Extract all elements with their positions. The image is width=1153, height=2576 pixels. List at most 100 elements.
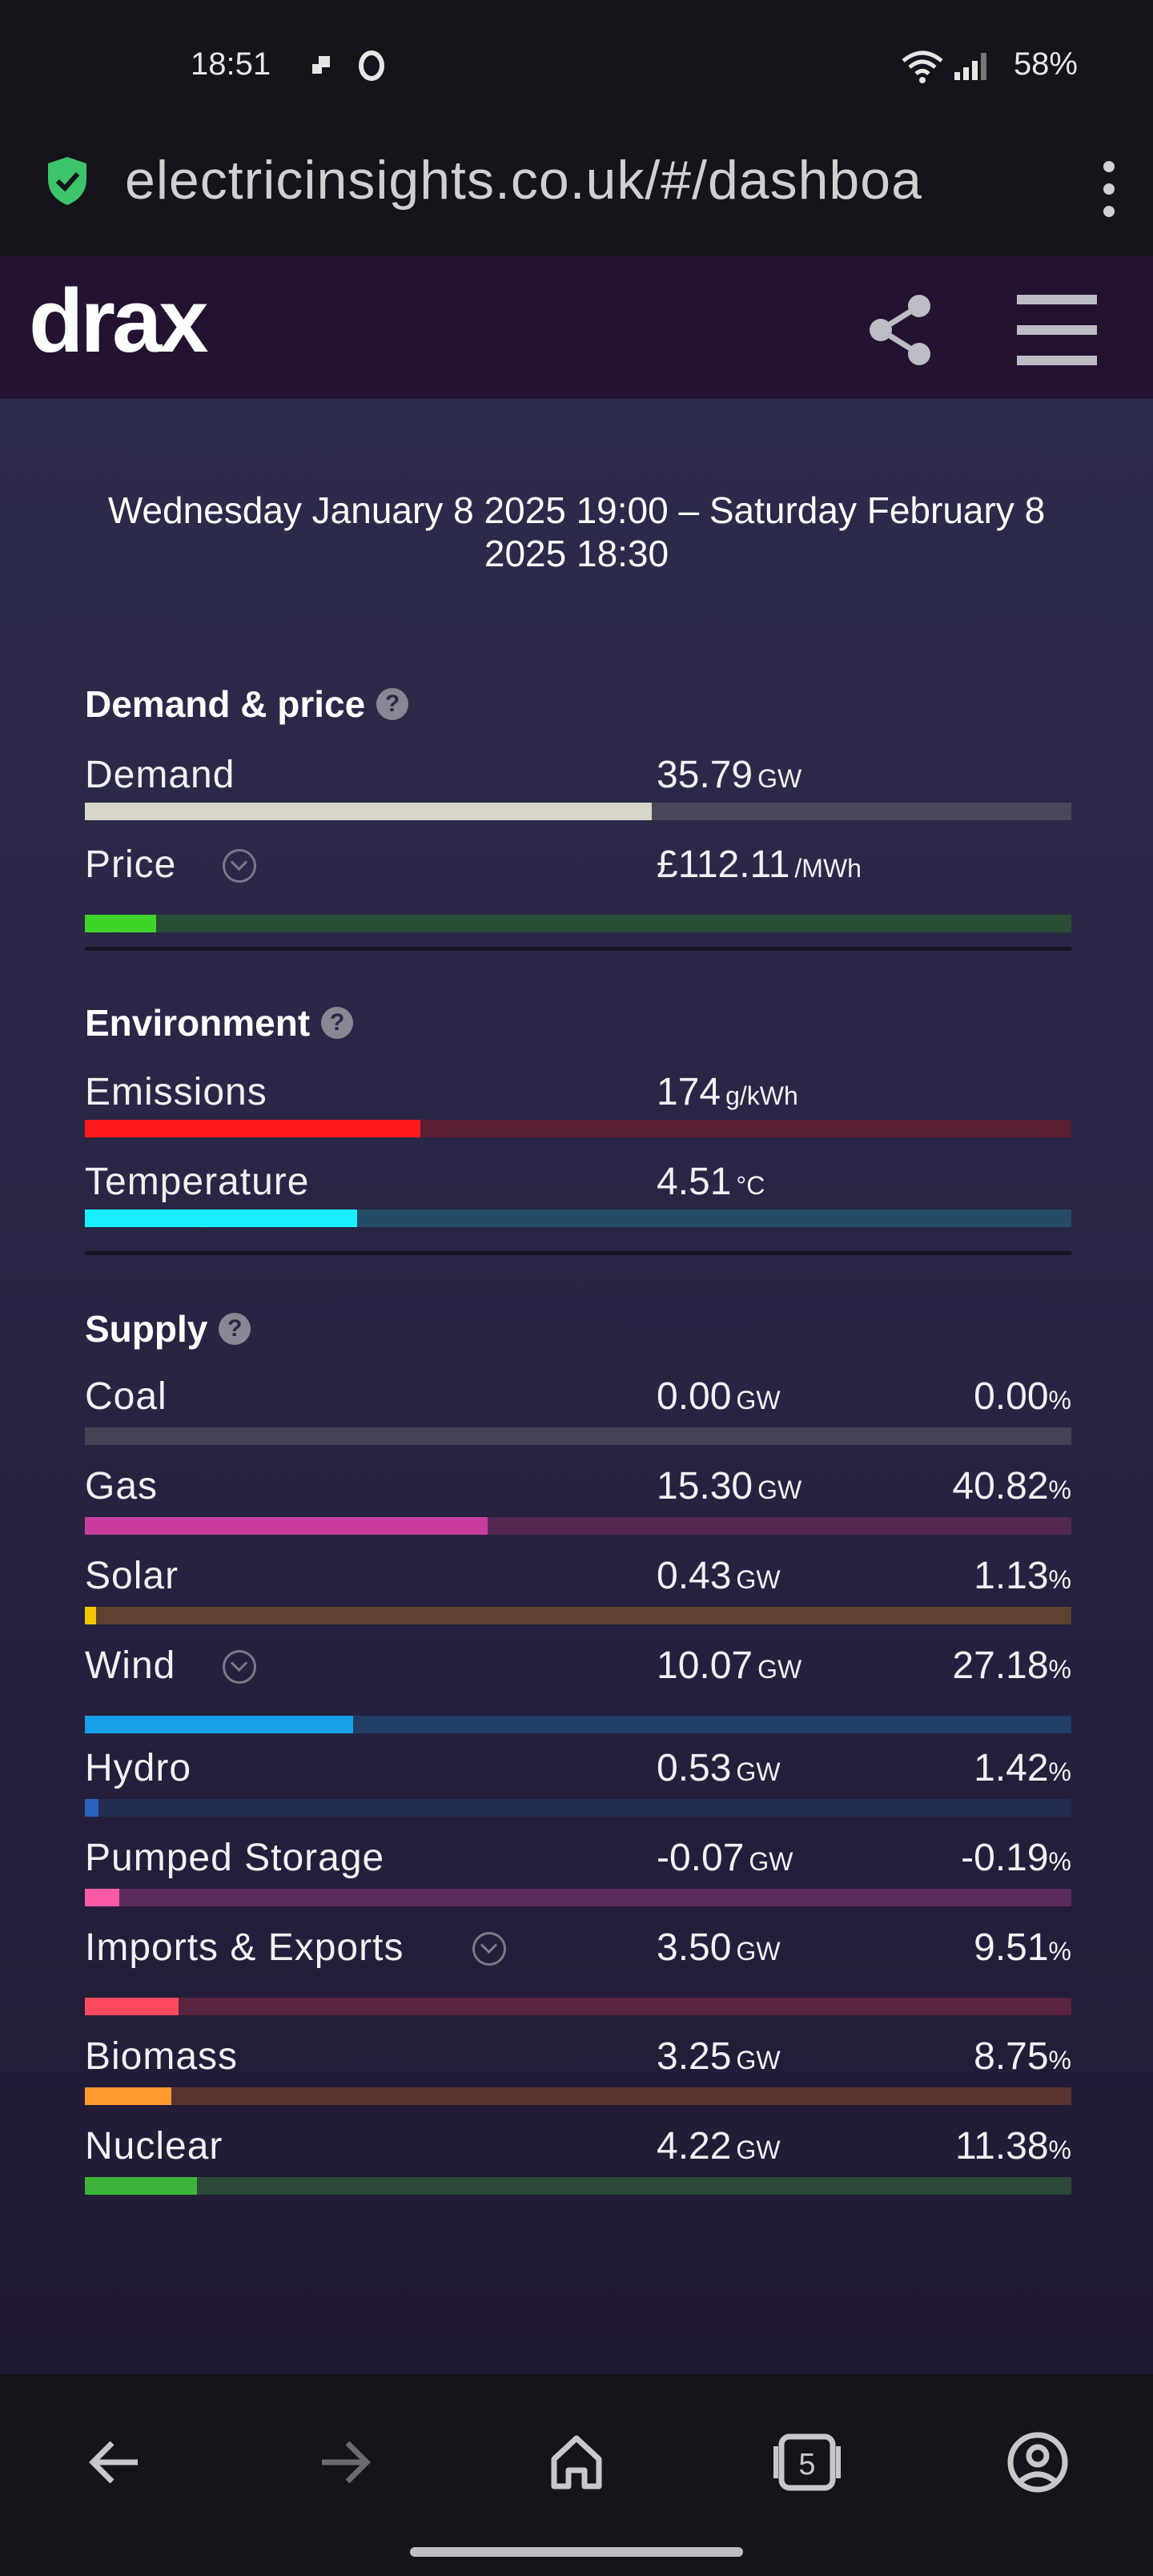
metric-label: Solar [85,1555,179,1597]
metric-label: Wind [85,1644,176,1687]
chevron-down-icon[interactable] [472,1932,506,1966]
chevron-down-icon[interactable] [223,849,256,883]
metric-value: 35.79 GW [657,753,801,797]
percent-unit: % [1048,1847,1071,1876]
metric-number: 0.53 [657,1747,732,1789]
level-bar-track [85,915,1071,932]
level-bar-track [85,1716,1071,1733]
metric-row-temperature: Temperature 4.51 °C [85,1160,1071,1248]
metric-value: 174 g/kWh [657,1070,798,1114]
home-icon[interactable] [536,2422,617,2502]
metric-label: Biomass [85,2035,239,2078]
chevron-down-icon[interactable] [223,1650,256,1684]
section-title-text: Supply [85,1308,208,1350]
percent-number: -0.19 [961,1837,1049,1879]
level-bar-track [85,1889,1071,1906]
metric-number: 174 [657,1071,721,1113]
section-title-supply: Supply? [85,1307,251,1350]
metric-percent: -0.19% [961,1836,1071,1880]
help-icon[interactable]: ? [321,1006,354,1039]
metric-row-solar: Solar 0.43 GW 1.13% [85,1554,1071,1642]
metric-row-price: Price £112.11/MWh [85,843,1071,932]
account-icon[interactable] [998,2422,1078,2502]
drax-logo[interactable]: drax [29,271,209,371]
percent-number: 0.00 [974,1375,1049,1418]
metric-percent: 11.38% [955,2124,1071,2168]
shield-check-icon [45,155,90,211]
section-title-demand-price: Demand & price? [85,682,409,726]
opera-icon [356,50,388,86]
metric-row-coal: Coal 0.00 GW 0.00% [85,1375,1071,1463]
percent-unit: % [1048,1655,1071,1684]
metric-percent: 0.00% [974,1375,1071,1419]
metric-value: -0.07 GW [657,1836,793,1880]
metric-label: Temperature [85,1161,310,1203]
metric-number: £112.11 [657,843,790,886]
site-header [0,256,1153,399]
browser-url-bar[interactable] [0,128,1153,256]
metric-unit: GW [757,1475,802,1504]
level-bar-fill [85,1607,96,1624]
metric-label: Price [85,843,177,886]
metric-row-emissions: Emissions 174 g/kWh [85,1070,1071,1158]
dashboard: Wednesday January 8 2025 19:00 – Saturda… [0,399,1153,2374]
level-bar-track [85,2177,1071,2195]
share-icon[interactable] [862,292,938,372]
level-bar-fill [85,2177,197,2195]
tabs-count: 5 [798,2448,815,2481]
forward-arrow-icon[interactable] [304,2422,384,2502]
help-icon[interactable]: ? [376,687,409,720]
more-vert-icon[interactable] [1097,157,1121,225]
percent-number: 1.42 [974,1747,1049,1789]
metric-label: Gas [85,1465,159,1507]
level-bar-fill [85,915,156,932]
metric-unit: GW [736,2046,781,2075]
percent-unit: % [1048,1937,1071,1966]
metric-unit: GW [757,1655,802,1684]
level-bar-fill [85,1120,420,1137]
level-bar-track [85,803,1071,820]
metric-unit: GW [736,1386,781,1415]
battery-level: 58% [1013,46,1078,82]
metric-row-gas: Gas 15.30 GW 40.82% [85,1464,1071,1552]
percent-number: 9.51 [974,1926,1049,1969]
metric-row-nuclear: Nuclear 4.22 GW 11.38% [85,2124,1071,2212]
notification-icon [307,50,339,86]
metric-value: £112.11/MWh [657,843,862,887]
percent-unit: % [1048,2135,1071,2164]
metric-value: 4.51 °C [657,1160,765,1204]
level-bar-track [85,1607,1071,1624]
percent-number: 40.82 [952,1465,1049,1507]
metric-row-wind: Wind 10.07 GW 27.18% [85,1644,1071,1733]
section-title-text: Demand & price [85,683,366,725]
metric-label: Demand [85,754,235,796]
percent-unit: % [1048,1757,1071,1786]
gesture-bar[interactable] [410,2547,743,2557]
hamburger-menu-icon[interactable] [1015,292,1099,372]
level-bar-track [85,2087,1071,2105]
metric-number: 15.30 [657,1465,753,1507]
metric-unit: GW [749,1847,793,1876]
percent-unit: % [1048,1475,1071,1504]
status-bar: 18:51 58% [0,0,1153,128]
metric-percent: 9.51% [974,1926,1071,1970]
percent-unit: % [1048,2046,1071,2075]
metric-label: Pumped Storage [85,1837,385,1879]
back-arrow-icon[interactable] [75,2422,155,2502]
metric-unit: GW [736,1565,781,1594]
url-text[interactable]: electricinsights.co.uk/#/dashboa [125,150,922,211]
level-bar-track [85,1517,1071,1535]
level-bar-fill [85,1517,488,1535]
level-bar-track [85,1120,1071,1137]
tabs-icon[interactable]: 5 [767,2422,847,2502]
percent-number: 11.38 [954,2125,1049,2167]
divider [85,947,1071,951]
level-bar-track [85,1427,1071,1445]
metric-number: 0.43 [657,1555,732,1597]
divider [85,1251,1071,1255]
metric-number: 3.25 [657,2035,732,2078]
level-bar-fill [85,2087,171,2105]
help-icon[interactable]: ? [219,1312,251,1345]
status-time: 18:51 [191,46,271,82]
percent-number: 27.18 [952,1644,1049,1687]
